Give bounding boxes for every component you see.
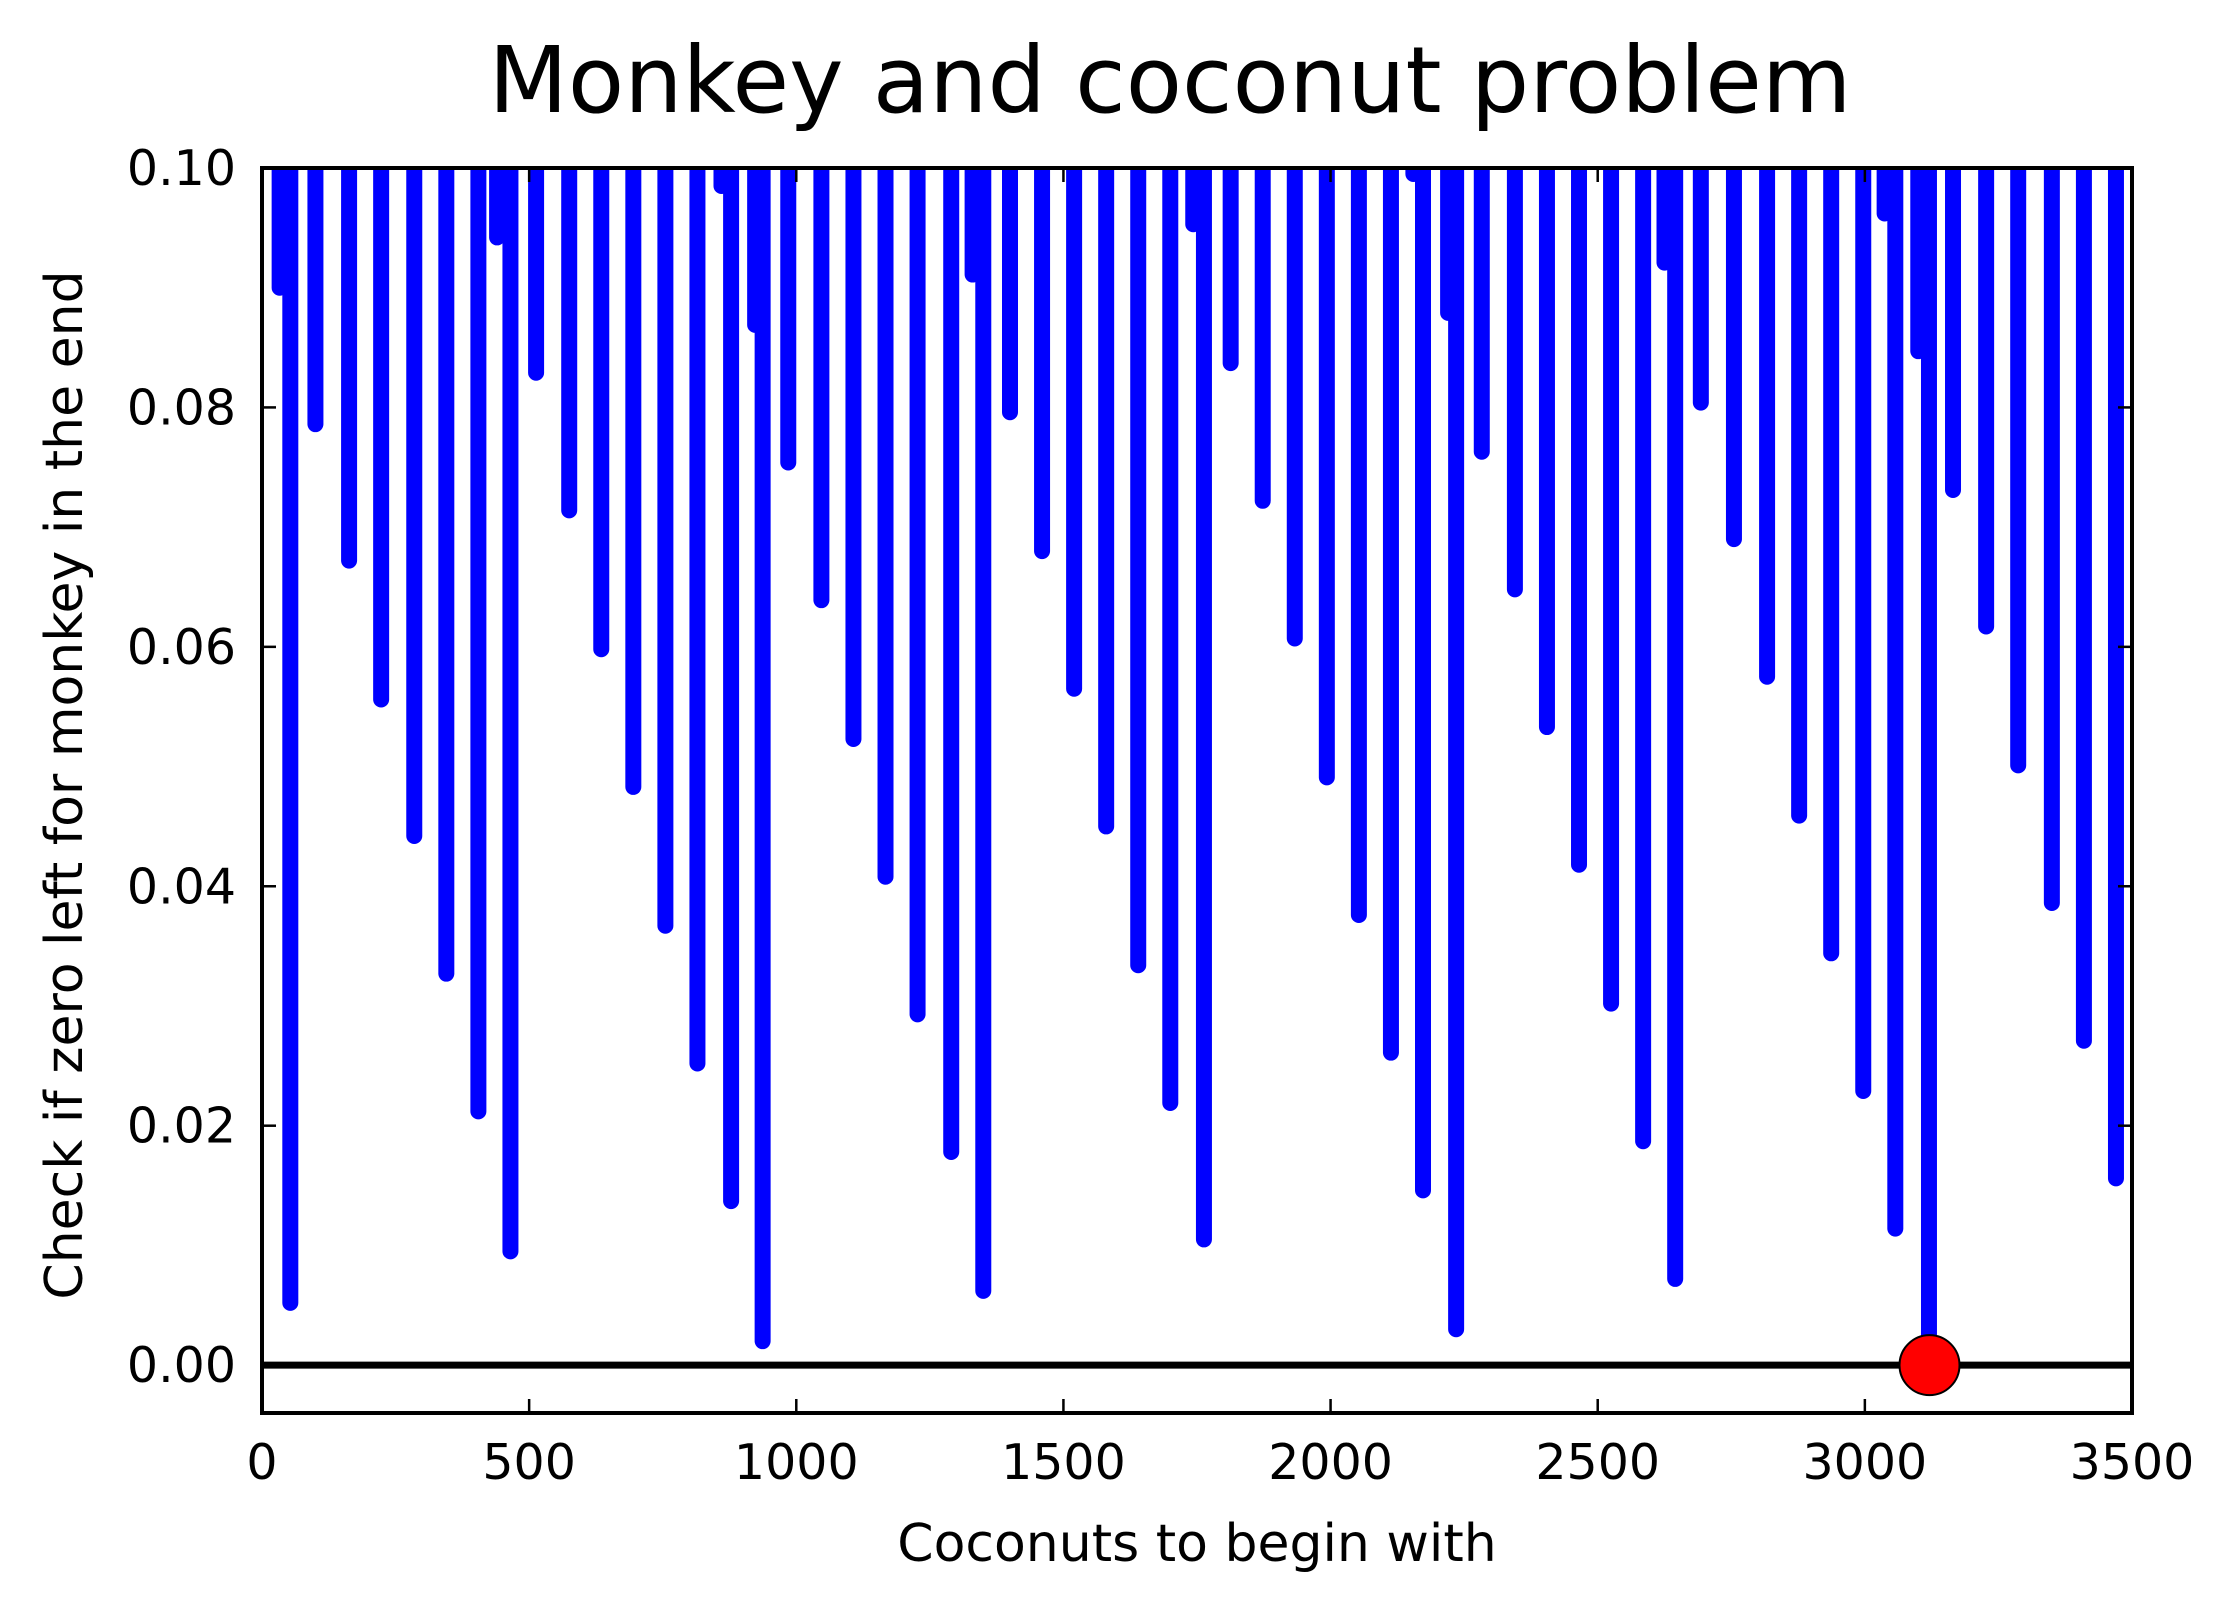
y-tick-label: 0.08	[127, 379, 236, 436]
plot-area: 0 500 1000 1500 2000 2500 3000 3500 0.00 0.02 0.04…	[127, 140, 2194, 1491]
y-tick-label: 0.00	[127, 1337, 236, 1394]
plot-content	[262, 168, 2132, 1374]
solution-marker	[1898, 1334, 1961, 1397]
x-tick-label: 3000	[1803, 1434, 1928, 1491]
y-tick-label: 0.02	[127, 1098, 236, 1155]
y-tick-label: 0.06	[127, 619, 236, 676]
x-tick-label: 2500	[1535, 1434, 1660, 1491]
y-tick-label: 0.10	[127, 140, 236, 197]
x-tick-label: 3500	[2070, 1434, 2195, 1491]
chart-title: Monkey and coconut problem	[489, 27, 1852, 134]
x-axis-label: Coconuts to begin with	[897, 1514, 1496, 1574]
y-axis-label: Check if zero left for monkey in the end	[35, 270, 95, 1299]
x-tick-label: 2000	[1268, 1434, 1393, 1491]
y-tick-label: 0.04	[127, 858, 236, 915]
axes-frame	[260, 166, 2134, 1415]
x-tick-label: 500	[482, 1434, 576, 1491]
x-tick-label: 1500	[1001, 1434, 1126, 1491]
x-tick-label: 1000	[734, 1434, 859, 1491]
x-tick-label: 0	[246, 1434, 277, 1491]
